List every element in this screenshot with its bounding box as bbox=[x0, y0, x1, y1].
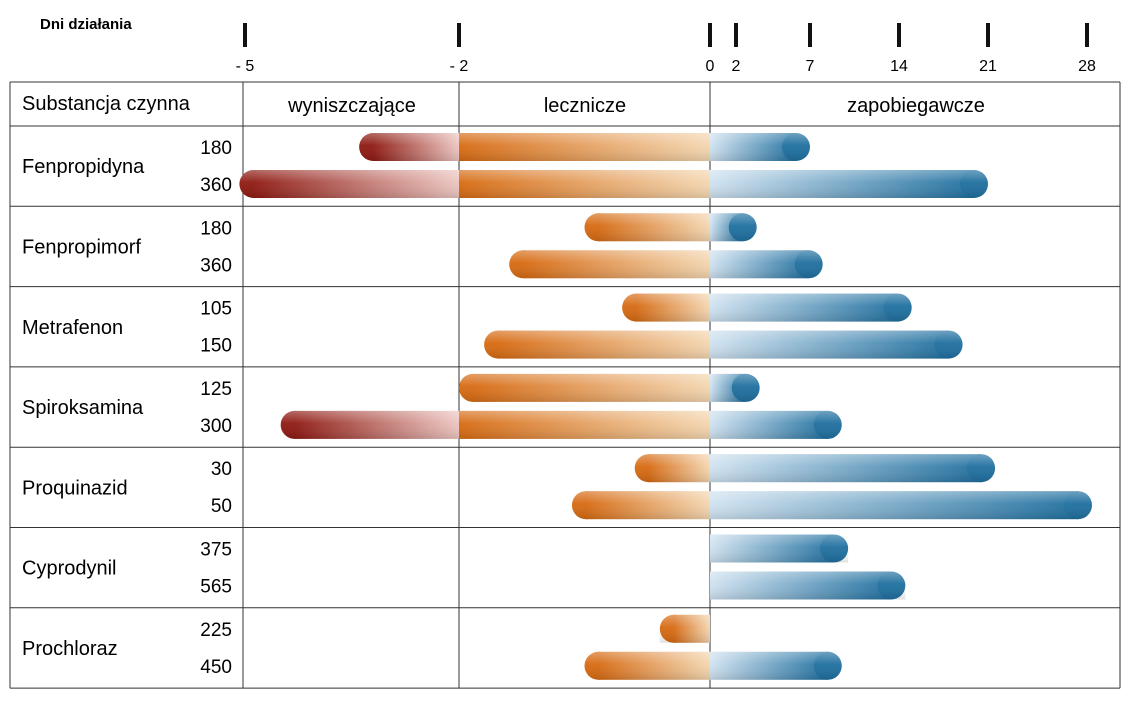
substance-label: Metrafenon bbox=[22, 317, 123, 339]
dose-label: 375 bbox=[200, 540, 232, 561]
bar-sheen bbox=[710, 571, 906, 600]
axis-tick-label: 7 bbox=[806, 58, 815, 75]
axis-tick-label: - 5 bbox=[236, 58, 255, 75]
substance-label: Spiroksamina bbox=[22, 397, 144, 419]
dose-bar bbox=[710, 571, 906, 600]
row-labels: Fenpropidyna 180 360 Fenpropimorf 180 360 Metr… bbox=[22, 138, 232, 678]
dose-bar bbox=[484, 330, 963, 359]
dose-bar bbox=[584, 651, 842, 680]
dose-label: 105 bbox=[200, 299, 232, 320]
dose-label: 50 bbox=[211, 496, 232, 517]
substance-label: Fenpropimorf bbox=[22, 236, 141, 258]
bar-sheen bbox=[622, 293, 912, 322]
bar-sheen bbox=[280, 410, 842, 439]
dose-bar bbox=[622, 293, 912, 322]
bar-sheen bbox=[634, 454, 996, 483]
header-eradicative: wyniszczające bbox=[287, 95, 416, 117]
table-grid: Substancja czynna wyniszczające lecznicz… bbox=[9, 81, 1121, 689]
header-curative: lecznicze bbox=[544, 95, 626, 117]
dose-bar bbox=[280, 410, 842, 439]
dose-label: 30 bbox=[211, 459, 232, 480]
bar-sheen bbox=[571, 491, 1092, 520]
dose-label: 150 bbox=[200, 336, 232, 357]
dose-bar bbox=[459, 373, 760, 402]
dose-label: 300 bbox=[200, 416, 232, 437]
days-axis: Dni działania - 5 - 2 0 2 7 14 21 28 bbox=[40, 16, 1110, 75]
dose-bar bbox=[659, 614, 710, 643]
axis-tick-label: 28 bbox=[1078, 58, 1096, 75]
axis-tick-label: 14 bbox=[890, 58, 908, 75]
axis-tick-label: - 2 bbox=[450, 58, 469, 75]
axis-tick-label: 21 bbox=[979, 58, 997, 75]
substance-label: Cyprodynil bbox=[22, 558, 116, 580]
bar-sheen bbox=[484, 330, 963, 359]
substance-label: Prochloraz bbox=[22, 638, 118, 660]
axis-title: Dni działania bbox=[40, 16, 132, 33]
bar-sheen bbox=[359, 133, 810, 161]
bar-sheen bbox=[710, 534, 849, 563]
bar-sheen bbox=[509, 250, 823, 279]
dose-bar bbox=[634, 454, 996, 483]
substance-label: Fenpropidyna bbox=[22, 156, 145, 178]
dose-bar bbox=[584, 213, 757, 242]
dose-bar bbox=[239, 170, 988, 198]
dose-bar bbox=[710, 534, 849, 563]
dose-bar bbox=[359, 133, 810, 161]
dose-label: 360 bbox=[200, 175, 232, 196]
axis-tick-label: 2 bbox=[732, 58, 741, 75]
dose-label: 125 bbox=[200, 379, 232, 400]
bar-sheen bbox=[239, 170, 988, 198]
bar-sheen bbox=[584, 213, 757, 242]
header-protective: zapobiegawcze bbox=[847, 95, 985, 117]
axis-tick-label: 0 bbox=[706, 58, 715, 75]
substance-label: Proquinazid bbox=[22, 477, 128, 499]
dose-label: 180 bbox=[200, 138, 232, 159]
dose-bar bbox=[571, 491, 1092, 520]
dose-label: 180 bbox=[200, 218, 232, 239]
header-substance: Substancja czynna bbox=[22, 93, 191, 115]
dose-label: 225 bbox=[200, 620, 232, 641]
dose-label: 450 bbox=[200, 657, 232, 678]
bars bbox=[239, 133, 1092, 680]
bar-sheen bbox=[459, 373, 760, 402]
dose-label: 360 bbox=[200, 255, 232, 276]
bar-sheen bbox=[584, 651, 842, 680]
bar-sheen bbox=[659, 614, 710, 643]
dose-label: 565 bbox=[200, 577, 232, 598]
dose-bar bbox=[509, 250, 823, 279]
